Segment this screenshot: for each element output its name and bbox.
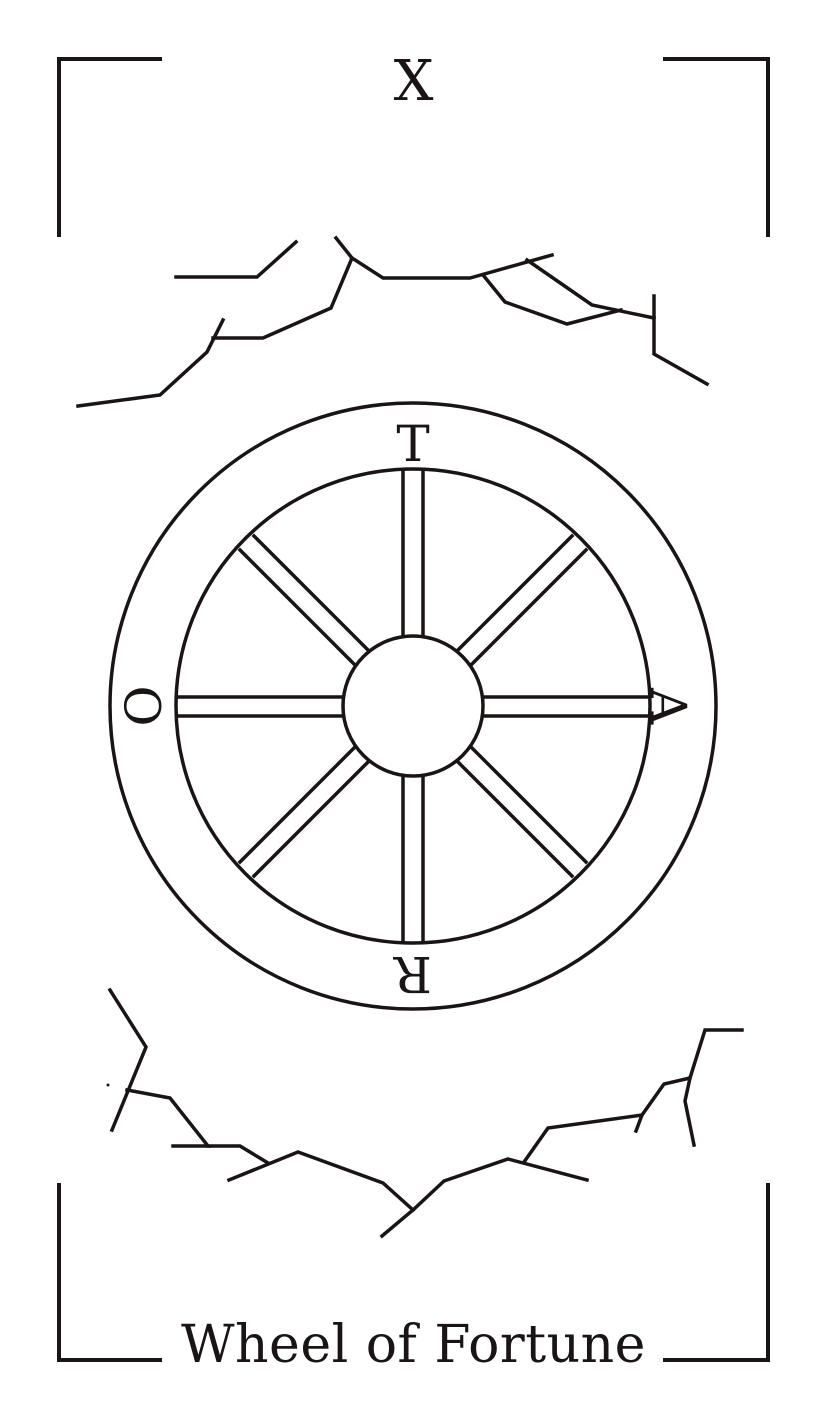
frame-bottom-right: [663, 1183, 770, 1362]
wheel-spokes: [176, 469, 650, 943]
wheel-letter-bottom: R: [393, 945, 432, 1003]
card-title-text: Wheel of Fortune: [167, 1315, 660, 1375]
card-numeral: X: [393, 49, 434, 114]
frame-top-right: [663, 57, 770, 237]
card-title: Wheel of Fortune: [0, 1312, 827, 1378]
frame-bottom-left: [57, 1183, 162, 1362]
lower-cloud-lines: [107, 987, 744, 1239]
wheel-hub: [341, 634, 485, 778]
wheel-letter-top: T: [396, 415, 429, 473]
frame-top-left: [57, 57, 162, 237]
wheel-inner-rim: [174, 467, 652, 945]
wheel: [108, 401, 718, 1011]
ink-speck: [106, 1083, 110, 1087]
wheel-letter-left: O: [115, 686, 173, 727]
wheel-outer-rim: [108, 401, 718, 1011]
wheel-letter-right: A: [639, 687, 697, 725]
frame-brackets: [57, 57, 770, 1362]
upper-cloud-lines: [76, 235, 710, 408]
